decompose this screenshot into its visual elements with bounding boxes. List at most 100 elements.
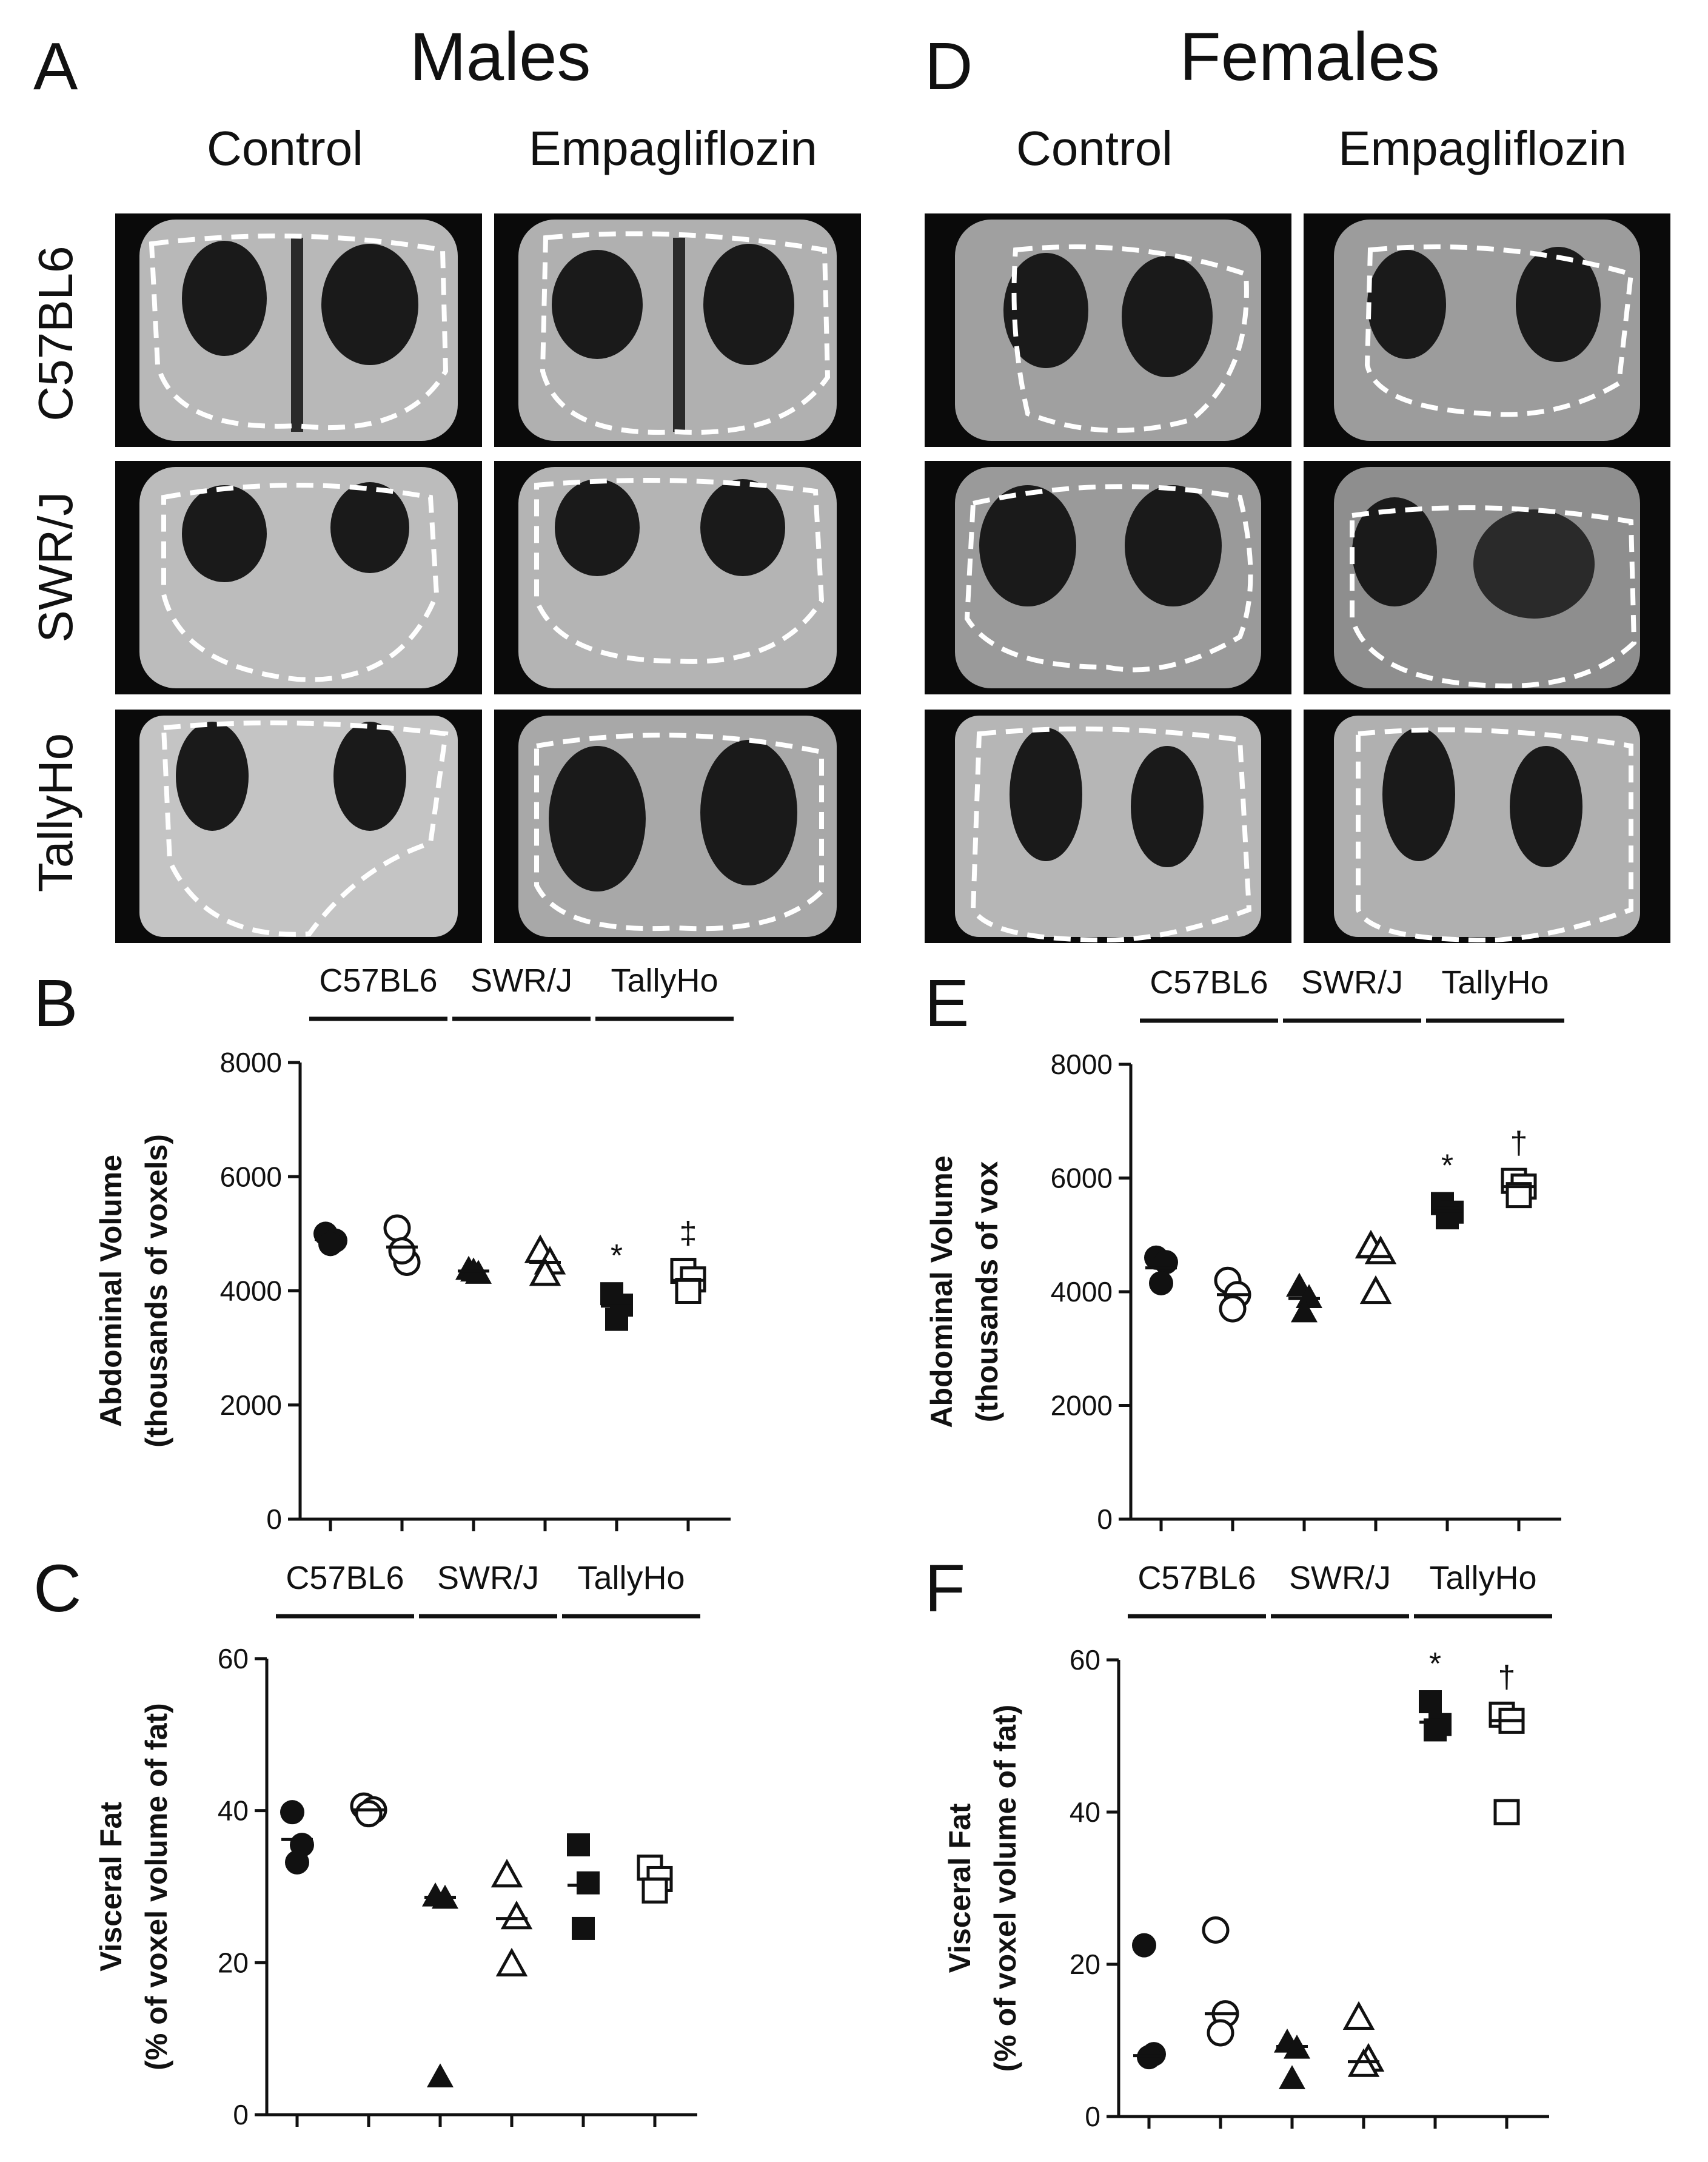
chart-b-data-point	[383, 1214, 411, 1242]
chart-f-ylabel2: (% of voxel volume of fat)	[988, 1705, 1022, 2072]
chart-f-data-point	[1137, 2045, 1161, 2070]
mri-males-swrj-control	[115, 461, 482, 694]
chart-b-data-point	[529, 1257, 561, 1286]
chart-b-group-label: C57BL6	[319, 962, 437, 999]
chart-e-y-tick-label: 8000	[1051, 1049, 1113, 1080]
chart-b-significance-mark: ‡	[680, 1216, 697, 1251]
chart-f-group-label: SWR/J	[1289, 1560, 1391, 1596]
chart-f-y-tick-label: 0	[1085, 2101, 1100, 2132]
chart-b-y-tick-label: 2000	[220, 1389, 282, 1421]
mri-females-tallyho-control	[925, 710, 1291, 943]
females-empagliflozin-label: Empagliflozin	[1338, 121, 1627, 175]
chart-c-group-label: SWR/J	[437, 1560, 539, 1596]
chart-e-significance-mark: *	[1441, 1149, 1453, 1184]
chart-c-data-point	[355, 1800, 383, 1828]
chart-e-group-label: SWR/J	[1301, 964, 1403, 1001]
mri-males-swrj-empagliflozin	[494, 461, 861, 694]
mri-males-tallyho-empagliflozin	[494, 710, 861, 943]
chart-f-data-point	[1493, 1799, 1520, 1825]
chart-e-data-point	[1359, 1275, 1392, 1304]
mri-females-c57bl6-control	[925, 213, 1291, 447]
chart-b-significance-mark: *	[611, 1238, 623, 1274]
chart-f-significance-mark: *	[1429, 1647, 1441, 1682]
mri-males-c57bl6-control	[115, 213, 482, 447]
panel-letter-b: B	[33, 966, 78, 1041]
females-control-label: Control	[1016, 121, 1173, 175]
chart-f-y-tick-label: 20	[1070, 1949, 1100, 1980]
males-control-label: Control	[207, 121, 363, 175]
chart-b-data-point	[605, 1308, 628, 1331]
chart-f-data-point	[1207, 2019, 1234, 2047]
chart-c-ylabel2: (% of voxel volume of fat)	[139, 1703, 173, 2070]
chart-c-data-point	[280, 1800, 304, 1825]
chart-b-y-tick-label: 4000	[220, 1275, 282, 1307]
chart-e-y-tick-label: 0	[1097, 1503, 1113, 1535]
chart-c-y-tick-label: 0	[233, 2099, 249, 2130]
panel-letter-c: C	[33, 1551, 82, 1626]
males-title: Males	[409, 19, 591, 95]
chart-b-data-point	[388, 1237, 416, 1265]
chart-c-group-label: TallyHo	[577, 1560, 685, 1596]
chart-c-data-point	[567, 1833, 590, 1857]
chart-c-data-point	[500, 1900, 533, 1930]
chart-b-ylabel: Abdominal Volume	[94, 1155, 128, 1427]
females-title: Females	[1179, 19, 1440, 95]
chart-e-group-label: TallyHo	[1441, 964, 1549, 1001]
chart-f-ylabel: Visceral Fat	[943, 1803, 977, 1973]
chart-c-data-point	[495, 1947, 528, 1976]
chart-f-data-point	[1342, 2001, 1375, 2030]
chart-e-group-label: C57BL6	[1150, 964, 1268, 1001]
chart-b-y-tick-label: 0	[266, 1503, 282, 1535]
chart-e-y-tick-label: 6000	[1051, 1163, 1113, 1194]
chart-f-data-point	[1132, 1933, 1156, 1958]
chart-c-data-point	[572, 1916, 595, 1940]
chart-e-significance-mark: †	[1510, 1126, 1528, 1161]
mri-males-tallyho-control	[115, 710, 482, 943]
chart-e-ylabel: Abdominal Volume	[925, 1155, 959, 1428]
chart-c-group-label: C57BL6	[286, 1560, 404, 1596]
mri-females-c57bl6-empagliflozin	[1304, 213, 1670, 447]
chart-e-y-tick-label: 2000	[1051, 1390, 1113, 1422]
panel-letter-d: D	[925, 29, 973, 104]
chart-c-data-point	[577, 1871, 600, 1895]
chart-c-data-point	[641, 1877, 668, 1904]
chart-f-data-point	[1279, 2065, 1305, 2089]
chart-e-y-tick-label: 4000	[1051, 1276, 1113, 1308]
chart-c-y-tick-label: 20	[218, 1947, 249, 1978]
chart-f-data-point	[1347, 2048, 1380, 2077]
mri-females-tallyho-empagliflozin	[1304, 710, 1670, 943]
chart-b-ylabel2: (thousands of voxels)	[139, 1134, 173, 1448]
chart-e-data-point	[1154, 1250, 1178, 1275]
mri-females-swrj-control	[925, 461, 1291, 694]
chart-c-ylabel: Visceral Fat	[94, 1802, 128, 1972]
chart-c-data-point	[427, 2063, 454, 2087]
chart-e-data-point	[1149, 1271, 1173, 1295]
chart-b-y-tick-label: 8000	[220, 1047, 282, 1078]
chart-f-group-label: TallyHo	[1429, 1560, 1536, 1596]
mri-females-swrj-empagliflozin	[1304, 461, 1670, 694]
chart-f-y-tick-label: 60	[1070, 1644, 1100, 1676]
chart-b-group-label: SWR/J	[471, 962, 572, 999]
chart-b-data-point	[675, 1278, 702, 1304]
chart-f-y-tick-label: 40	[1070, 1796, 1100, 1828]
chart-f-data-point	[1202, 1916, 1230, 1944]
chart-b-data-point	[318, 1232, 343, 1257]
chart-f-data-point	[1419, 1690, 1442, 1714]
panel-letter-e: E	[925, 966, 970, 1041]
chart-f-group-label: C57BL6	[1137, 1560, 1256, 1596]
chart-f-significance-mark: †	[1498, 1659, 1516, 1694]
chart-c-data-point	[491, 1859, 523, 1888]
panel-letter-f: F	[925, 1551, 966, 1626]
chart-c-data-point	[285, 1850, 309, 1875]
chart-e-data-point	[1291, 1298, 1318, 1323]
panel-letter-a: A	[33, 29, 78, 104]
chart-c-y-tick-label: 60	[218, 1643, 249, 1674]
chart-e-ylabel2: (thousands of vox	[970, 1161, 1004, 1423]
chart-b-group-label: TallyHo	[611, 962, 718, 999]
males-empagliflozin-label: Empagliflozin	[529, 121, 817, 175]
mri-males-c57bl6-empagliflozin	[494, 213, 861, 447]
chart-b-y-tick-label: 6000	[220, 1161, 282, 1192]
chart-e-data-point	[1219, 1295, 1247, 1323]
chart-c-y-tick-label: 40	[218, 1795, 249, 1827]
